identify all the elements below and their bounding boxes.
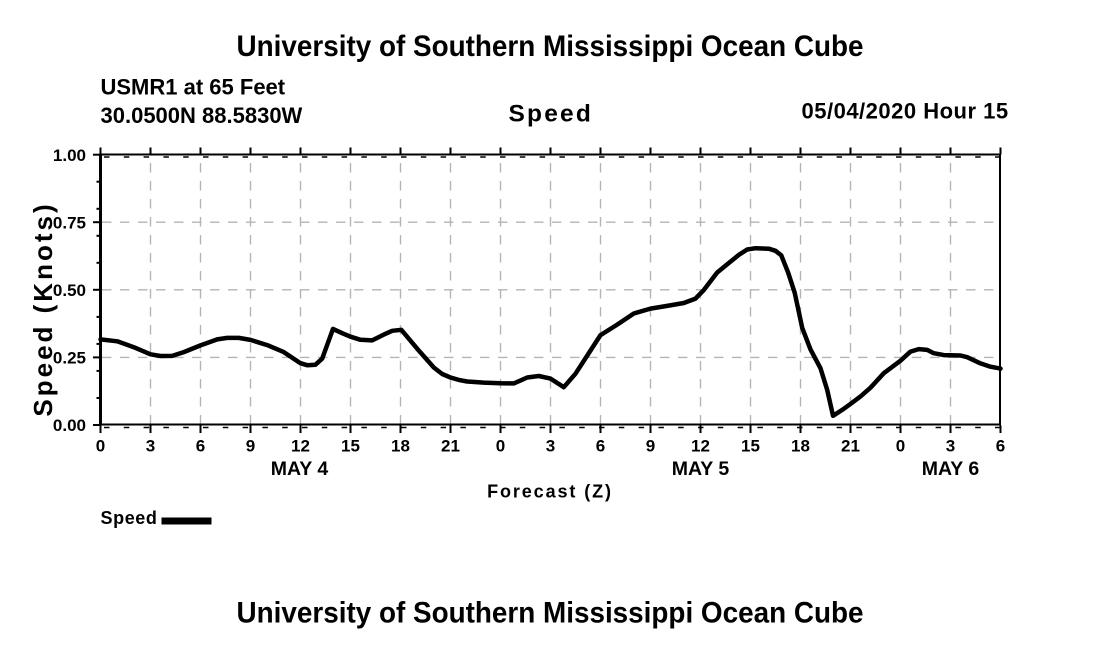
- svg-text:6: 6: [196, 436, 205, 455]
- svg-text:15: 15: [341, 436, 360, 455]
- svg-text:9: 9: [246, 436, 255, 455]
- svg-text:12: 12: [291, 436, 310, 455]
- svg-text:Speed: Speed: [509, 101, 594, 128]
- svg-text:0.00: 0.00: [53, 416, 86, 435]
- svg-text:15: 15: [741, 436, 760, 455]
- svg-text:Forecast (Z): Forecast (Z): [487, 482, 613, 502]
- svg-text:0.50: 0.50: [53, 281, 86, 300]
- svg-text:USMR1 at 65 Feet: USMR1 at 65 Feet: [101, 75, 286, 100]
- svg-text:12: 12: [691, 436, 710, 455]
- svg-text:30.0500N 88.5830W: 30.0500N 88.5830W: [101, 103, 303, 128]
- svg-text:3: 3: [146, 436, 155, 455]
- svg-text:University of Southern Mississ: University of Southern Mississippi Ocean…: [237, 596, 864, 629]
- svg-text:21: 21: [841, 436, 860, 455]
- svg-text:Speed (Knots): Speed (Knots): [28, 201, 58, 416]
- svg-text:3: 3: [946, 436, 955, 455]
- svg-text:0: 0: [896, 436, 905, 455]
- svg-text:0.25: 0.25: [53, 349, 86, 368]
- svg-text:MAY 5: MAY 5: [672, 458, 730, 480]
- svg-text:0: 0: [496, 436, 505, 455]
- svg-text:1.00: 1.00: [53, 146, 86, 165]
- svg-text:0.75: 0.75: [53, 213, 86, 232]
- svg-text:18: 18: [791, 436, 810, 455]
- svg-text:3: 3: [546, 436, 555, 455]
- svg-text:0: 0: [96, 436, 105, 455]
- svg-text:05/04/2020 Hour 15: 05/04/2020 Hour 15: [802, 99, 1009, 124]
- svg-text:University of Southern Mississ: University of Southern Mississippi Ocean…: [237, 30, 864, 63]
- svg-text:21: 21: [441, 436, 460, 455]
- svg-text:MAY 4: MAY 4: [271, 458, 329, 480]
- svg-text:MAY 6: MAY 6: [922, 458, 980, 480]
- svg-text:6: 6: [596, 436, 605, 455]
- svg-text:6: 6: [996, 436, 1005, 455]
- svg-text:18: 18: [391, 436, 410, 455]
- svg-text:9: 9: [646, 436, 655, 455]
- svg-text:Speed: Speed: [101, 508, 158, 528]
